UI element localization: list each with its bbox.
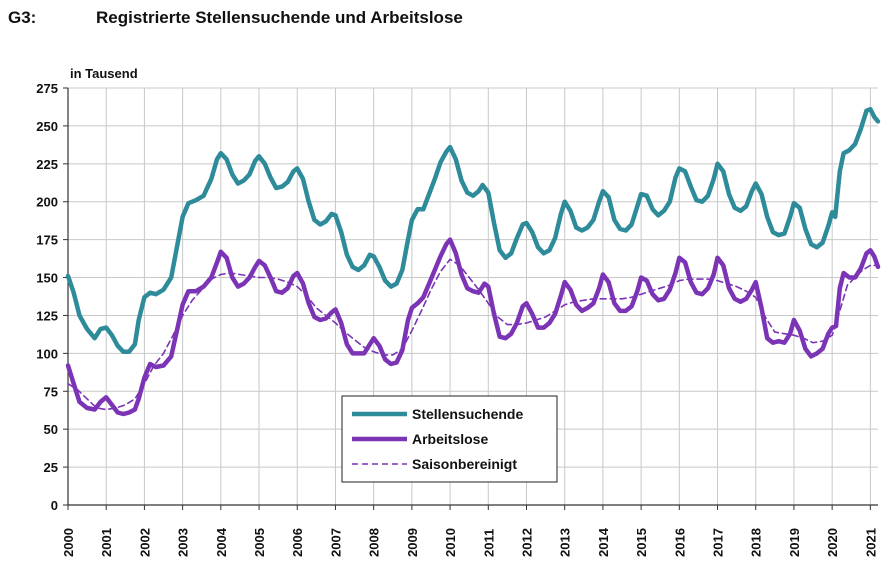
legend-label: Saisonbereinigt — [412, 456, 517, 472]
y-tick-label: 250 — [36, 119, 58, 134]
x-tick-label: 2019 — [787, 528, 802, 557]
x-tick-label: 2007 — [328, 528, 343, 557]
x-tick-label: 2013 — [558, 528, 573, 557]
y-tick-label: 25 — [44, 460, 58, 475]
x-tick-label: 2014 — [596, 527, 611, 557]
x-tick-label: 2021 — [863, 528, 878, 557]
x-tick-label: 2018 — [749, 528, 764, 557]
x-tick-label: 2020 — [825, 528, 840, 557]
y-tick-label: 100 — [36, 346, 58, 361]
y-tick-label: 225 — [36, 157, 58, 172]
figure-label: G3: — [8, 8, 37, 27]
series-line-stellensuchende — [65, 106, 881, 355]
x-tick-label: 2001 — [99, 528, 114, 557]
legend: Stellensuchende Arbeitslose Saisonbereinig… — [341, 395, 558, 483]
x-tick-label: 2000 — [61, 528, 76, 557]
x-tick-label: 2006 — [290, 528, 305, 557]
y-tick-label: 75 — [44, 384, 58, 399]
x-tick-labels: 2000 2001 2002 2003 2004 2005 2006 2007 2008 2009… — [61, 527, 878, 557]
x-tick-label: 2016 — [672, 528, 687, 557]
x-tick-label: 2003 — [176, 528, 191, 557]
x-tick-label: 2005 — [252, 528, 267, 557]
x-tick-label: 2017 — [711, 528, 726, 557]
y-tick-label: 125 — [36, 308, 58, 323]
series-lines — [65, 106, 881, 417]
y-tick-label: 175 — [36, 233, 58, 248]
x-tick-label: 2010 — [443, 528, 458, 557]
x-tick-label: 2009 — [405, 528, 420, 557]
x-tick-label: 2004 — [214, 527, 229, 557]
y-tick-label: 275 — [36, 81, 58, 96]
x-tick-label: 2011 — [481, 529, 496, 557]
legend-label: Arbeitslose — [412, 431, 488, 447]
legend-label: Stellensuchende — [412, 406, 523, 422]
axes — [63, 87, 878, 510]
x-tick-label: 2012 — [519, 528, 534, 557]
chart-title: Registrierte Stellensuchende und Arbeits… — [96, 8, 463, 27]
y-tick-label: 0 — [51, 498, 58, 513]
unit-label: in Tausend — [70, 66, 138, 81]
y-tick-label: 50 — [44, 422, 58, 437]
series-line-arbeitslose — [65, 237, 881, 417]
y-tick-label: 150 — [36, 271, 58, 286]
x-tick-label: 2002 — [137, 528, 152, 557]
y-tick-label: 200 — [36, 195, 58, 210]
x-tick-label: 2015 — [634, 528, 649, 557]
x-tick-label: 2008 — [367, 528, 382, 557]
y-tick-labels: 0 25 50 75 100 125 150 175 200 225 250 275 — [36, 81, 58, 513]
